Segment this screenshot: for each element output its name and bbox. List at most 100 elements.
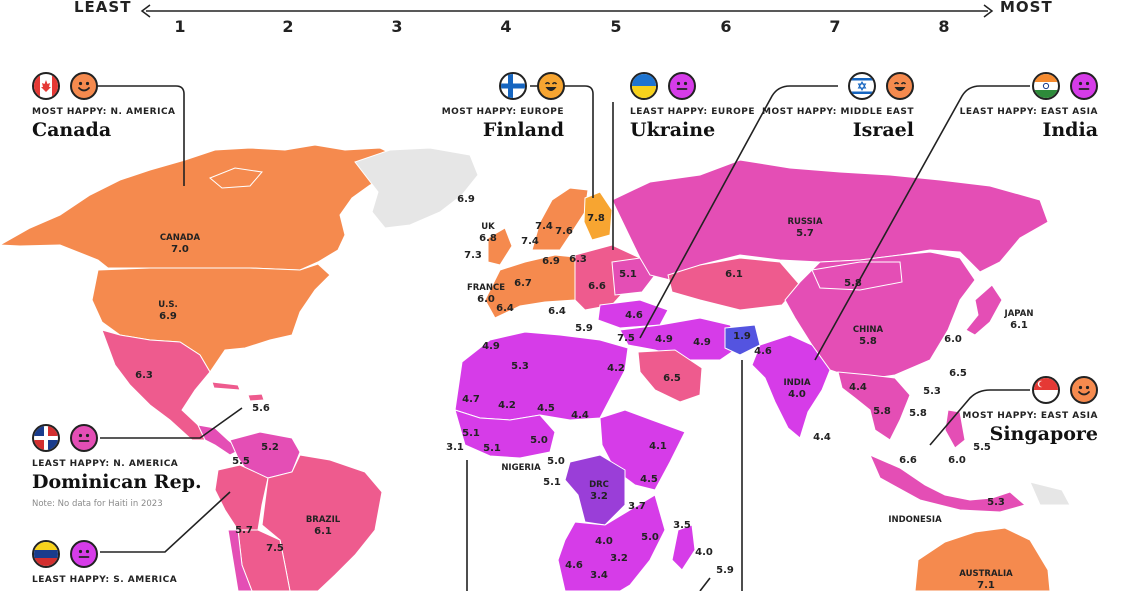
png-shape (1029, 481, 1071, 506)
value-label: 6.4 (496, 303, 514, 314)
callout-region: LEAST HAPPY: S. AMERICA (32, 575, 178, 585)
value-label: 4.4 (849, 382, 867, 393)
country-score-label: 3.2 (590, 491, 608, 502)
country-score-label: 4.0 (788, 389, 806, 400)
israel-flag-icon (848, 72, 876, 100)
india-flag-icon (1032, 72, 1060, 100)
callout-venezuela: LEAST HAPPY: S. AMERICA (32, 575, 177, 585)
country-score-label: 6.1 (314, 526, 332, 537)
arrow-right-icon (983, 4, 994, 18)
value-label: 6.9 (542, 256, 560, 267)
value-label: 3.7 (628, 501, 646, 512)
uk-shape (487, 227, 513, 266)
callout-region: MOST HAPPY: N. AMERICA (32, 107, 176, 117)
value-label: 3.2 (610, 553, 628, 564)
value-label: 6.0 (948, 455, 966, 466)
canada-island-shape (209, 167, 263, 189)
country-name-label: JAPAN (1004, 309, 1034, 319)
callout-india: LEAST HAPPY: EAST ASIA India (960, 107, 1098, 141)
finland-flag-icon (499, 72, 527, 100)
value-label: 3.5 (673, 520, 691, 531)
arrow-left-icon (140, 4, 151, 18)
value-label: 6.5 (663, 373, 681, 384)
scale-tick-label: 5 (610, 17, 621, 36)
grinning-face-icon (886, 72, 914, 100)
southeast-asia-shape (837, 371, 911, 441)
country-score-label: 5.7 (796, 228, 814, 239)
value-label: 5.0 (641, 532, 659, 543)
country-score-label: 7.0 (171, 244, 189, 255)
neutral-face-icon (70, 424, 98, 452)
value-label: 6.3 (135, 370, 153, 381)
most-label: MOST (1000, 0, 1053, 16)
callout-country: Finland (482, 119, 564, 141)
west-africa-shape (454, 409, 556, 459)
country-score-label: 6.8 (479, 233, 497, 244)
value-label: 6.4 (548, 306, 566, 317)
value-label: 5.1 (462, 428, 480, 439)
southern-africa-shape (557, 494, 666, 591)
value-label: 5.3 (987, 497, 1005, 508)
value-label: 4.2 (498, 400, 516, 411)
value-label: 4.0 (695, 547, 713, 558)
callout-region: LEAST HAPPY: N. AMERICA (32, 459, 179, 469)
value-label: 6.7 (514, 278, 532, 289)
drc-shape (564, 454, 626, 526)
scale-tick-label: 7 (829, 17, 840, 36)
australia-shape (914, 527, 1051, 591)
value-label: 5.8 (909, 408, 927, 419)
saudi-arabia-shape (637, 349, 703, 403)
mongolia-shape (811, 261, 903, 291)
neutral-face-icon (1070, 72, 1098, 100)
singapore-flag-icon (1032, 376, 1060, 404)
value-label: 5.3 (923, 386, 941, 397)
smiling-face-icon (1070, 376, 1098, 404)
value-label: 4.6 (565, 560, 583, 571)
ukraine-flag-icon (630, 72, 658, 100)
value-label: 4.0 (595, 536, 613, 547)
afghanistan-shape (724, 324, 761, 356)
canada-shape (0, 144, 401, 271)
value-label: 7.5 (266, 543, 284, 554)
value-label: 7.3 (464, 250, 482, 261)
grinning-face-icon (537, 72, 565, 100)
scale-tick-label: 6 (720, 17, 731, 36)
value-label: 6.1 (725, 269, 743, 280)
scale-tick-label: 8 (938, 17, 949, 36)
value-label: 4.7 (462, 394, 480, 405)
dominican-flag-icon (32, 424, 60, 452)
neutral-face-icon (70, 540, 98, 568)
country-score-label: 7.1 (977, 580, 995, 591)
callout-israel: MOST HAPPY: MIDDLE EAST Israel (762, 107, 914, 141)
country-name-label: NIGERIA (501, 463, 541, 473)
india-shape (751, 334, 831, 439)
value-label: 4.5 (537, 403, 555, 414)
mexico-shape (101, 329, 211, 441)
callout-ukraine: LEAST HAPPY: EUROPE Ukraine (630, 107, 755, 141)
happiness-scale: 1 2 3 4 5 6 7 8 (140, 4, 994, 36)
value-label: 5.6 (252, 403, 270, 414)
value-label: 6.3 (569, 254, 587, 265)
smiling-face-icon (70, 72, 98, 100)
nordics-shape (531, 187, 589, 251)
venezuela-flag-icon (32, 540, 60, 568)
value-label: 5.2 (261, 442, 279, 453)
value-label: 5.1 (619, 269, 637, 280)
country-score-label: 6.9 (159, 311, 177, 322)
callout-note: Note: No data for Haiti in 2023 (32, 499, 163, 509)
value-label: 5.7 (235, 525, 253, 536)
callout-country: Dominican Rep. (32, 471, 202, 493)
finland-shape (583, 191, 613, 241)
caribbean-shape (211, 381, 265, 402)
callout-country: Israel (852, 119, 914, 141)
value-label: 6.9 (457, 194, 475, 205)
country-name-label: INDONESIA (888, 515, 942, 525)
value-label: 5.8 (873, 406, 891, 417)
scale-tick-label: 1 (174, 17, 185, 36)
callout-country: India (1042, 119, 1098, 141)
value-label: 4.2 (607, 363, 625, 374)
neutral-face-icon (668, 72, 696, 100)
value-label: 5.8 (844, 278, 862, 289)
scale-tick-label: 4 (500, 17, 511, 36)
